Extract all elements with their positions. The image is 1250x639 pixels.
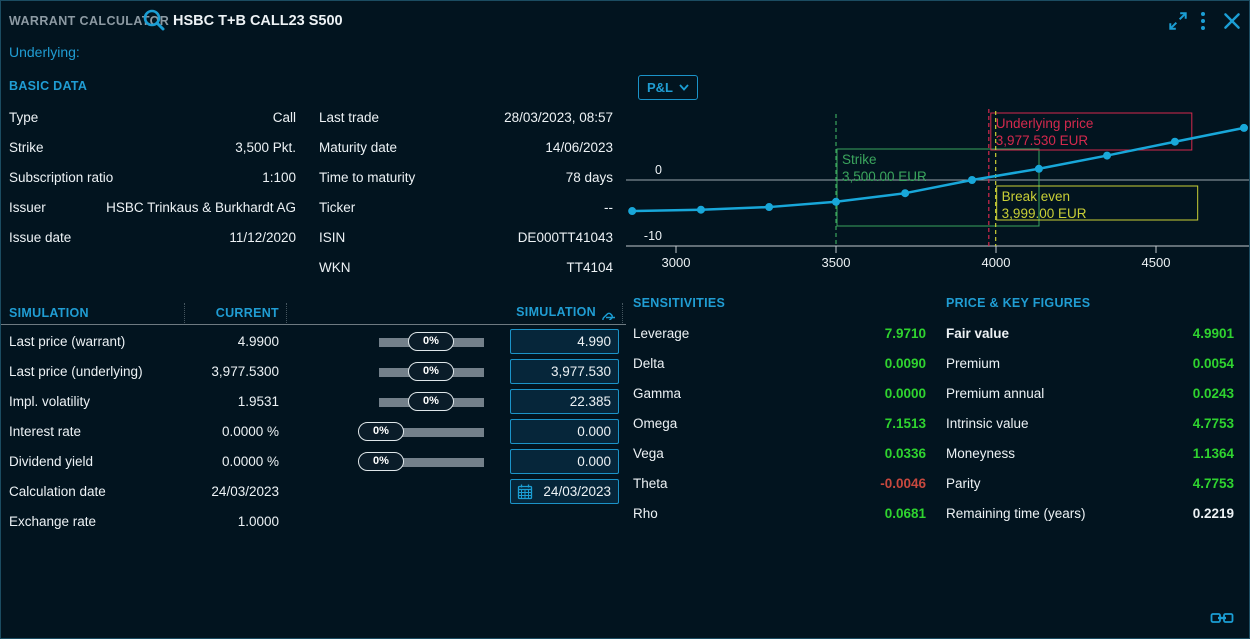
pnl-chart: 3000 3500 4000 4500 0 -10 Strike 3,500.00 EUR Un… [626, 109, 1249, 270]
simulation-row: Interest rate 0.0000 % 0% [1, 417, 626, 447]
basic-data-row: Last trade 28/03/2023, 08:57 [319, 110, 613, 125]
figure-row: Premium annual 0.0243 [946, 386, 1234, 401]
simulation-input[interactable] [510, 359, 619, 384]
basic-data-row: Subscription ratio 1:100 [9, 170, 296, 185]
page-title: WARRANT CALCULATOR [9, 14, 170, 28]
svg-text:3000: 3000 [662, 255, 691, 270]
simulation-row: Dividend yield 0.0000 % 0% [1, 447, 626, 477]
header-divider-line [1, 324, 626, 325]
sensitivity-row: Omega 7.1513 [633, 416, 926, 431]
figure-row: Remaining time (years) 0.2219 [946, 506, 1234, 521]
basic-data-row: Issue date 11/12/2020 [9, 230, 296, 245]
simulation-slider[interactable]: 0% [356, 392, 486, 412]
calculation-date-input[interactable] [510, 479, 619, 504]
svg-text:3,500.00 EUR: 3,500.00 EUR [842, 169, 927, 184]
svg-text:3500: 3500 [822, 255, 851, 270]
basic-data-row: Time to maturity 78 days [319, 170, 613, 185]
slider-handle[interactable]: 0% [408, 362, 454, 381]
figure-row: Moneyness 1.1364 [946, 446, 1234, 461]
basic-data-title: BASIC DATA [9, 79, 88, 93]
simulation-slider[interactable]: 0% [356, 332, 486, 352]
basic-data-row: Maturity date 14/06/2023 [319, 140, 613, 155]
chart-metric-label: P&L [647, 80, 673, 95]
slider-handle[interactable]: 0% [408, 392, 454, 411]
basic-data-row: Type Call [9, 110, 296, 125]
simulation-row: Last price (warrant) 4.9900 0% [1, 327, 626, 357]
svg-text:-10: -10 [644, 229, 662, 243]
simulation-row: Exchange rate 1.0000 [9, 514, 279, 529]
basic-data-row: WKN TT4104 [319, 260, 613, 275]
svg-text:4000: 4000 [982, 255, 1011, 270]
current-column-header: CURRENT [215, 306, 279, 320]
column-divider [184, 303, 185, 323]
svg-text:0: 0 [655, 163, 662, 177]
chart-metric-dropdown[interactable]: P&L [638, 75, 698, 100]
simulation-input[interactable] [510, 329, 619, 354]
basic-data-row: Issuer HSBC Trinkaus & Burkhardt AG [9, 200, 296, 215]
simulation-column-header: SIMULATION [516, 304, 596, 319]
slider-handle[interactable]: 0% [358, 452, 404, 471]
simulation-slider[interactable]: 0% [356, 362, 486, 382]
sensitivity-row: Vega 0.0336 [633, 446, 926, 461]
sensitivities-title: SENSITIVITIES [633, 296, 726, 310]
chevron-down-icon [679, 84, 689, 91]
simulation-input[interactable] [510, 449, 619, 474]
search-icon[interactable] [142, 8, 166, 32]
expand-icon[interactable] [1167, 10, 1189, 32]
svg-text:Underlying price: Underlying price [996, 116, 1094, 131]
svg-text:3,977.530 EUR: 3,977.530 EUR [996, 133, 1089, 148]
sensitivity-row: Gamma 0.0000 [633, 386, 926, 401]
slider-track[interactable] [363, 428, 484, 437]
svg-text:3,999.00 EUR: 3,999.00 EUR [1002, 206, 1087, 221]
simulation-title: SIMULATION [9, 306, 89, 320]
sensitivity-row: Leverage 7.9710 [633, 326, 926, 341]
simulation-row: Calculation date 24/03/2023 [1, 477, 626, 507]
close-icon[interactable] [1221, 10, 1243, 32]
slider-handle[interactable]: 0% [408, 332, 454, 351]
instrument-name: HSBC T+B CALL23 S500 [173, 13, 343, 29]
svg-text:4500: 4500 [1142, 255, 1171, 270]
calculation-date-value[interactable] [533, 484, 611, 499]
sensitivity-row: Theta -0.0046 [633, 476, 926, 491]
basic-data-row: Ticker -- [319, 200, 613, 215]
kebab-menu-icon[interactable] [1199, 10, 1207, 32]
simulation-slider[interactable]: 0% [356, 422, 486, 442]
simulation-slider[interactable]: 0% [356, 452, 486, 472]
figure-row: Parity 4.7753 [946, 476, 1234, 491]
slider-handle[interactable]: 0% [358, 422, 404, 441]
figure-row: Intrinsic value 4.7753 [946, 416, 1234, 431]
link-icon[interactable] [1210, 610, 1234, 626]
calendar-icon[interactable] [517, 483, 533, 500]
slider-track[interactable] [363, 458, 484, 467]
simulation-input[interactable] [510, 389, 619, 414]
underlying-link[interactable]: Underlying: [9, 44, 80, 60]
svg-text:Break even: Break even [1002, 189, 1070, 204]
simulation-row: Last price (underlying) 3,977.5300 0% [1, 357, 626, 387]
figure-row: Premium 0.0054 [946, 356, 1234, 371]
basic-data-row: Strike 3,500 Pkt. [9, 140, 296, 155]
sensitivity-row: Delta 0.0090 [633, 356, 926, 371]
basic-data-row: ISIN DE000TT41043 [319, 230, 613, 245]
simulation-input[interactable] [510, 419, 619, 444]
column-divider [286, 303, 287, 323]
sensitivity-row: Rho 0.0681 [633, 506, 926, 521]
simulation-row: Impl. volatility 1.9531 0% [1, 387, 626, 417]
price-key-figures-title: PRICE & KEY FIGURES [946, 296, 1091, 310]
eraser-icon[interactable] [602, 303, 619, 324]
svg-text:Strike: Strike [842, 152, 877, 167]
column-divider [622, 303, 623, 323]
figure-row: Fair value 4.9901 [946, 326, 1234, 341]
